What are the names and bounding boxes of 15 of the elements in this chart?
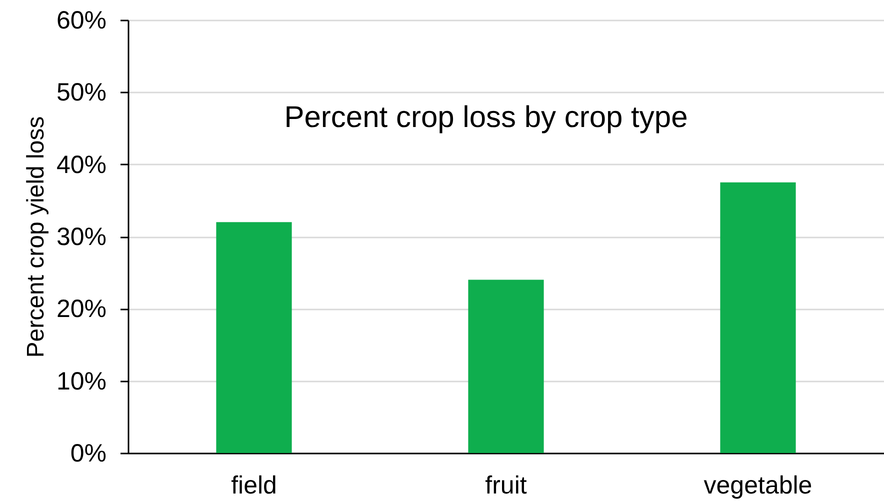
x-tick-label: vegetable [704,472,812,500]
bar [468,280,544,453]
bar [720,182,796,453]
y-tick-label: 20% [56,295,106,324]
bar [216,222,292,453]
y-tick-label: 0% [70,440,106,468]
text: Percent crop loss by crop type [284,101,688,134]
y-tick-label: 40% [56,150,106,179]
x-tick-label: fruit [485,472,527,500]
x-tick-label: field [231,472,277,500]
y-tick-label: 10% [56,367,106,396]
y-tick-label: 30% [56,223,106,251]
y-tick-label: 50% [56,78,106,107]
y-tick-label: 60% [56,6,106,34]
y-axis-title: Percent crop yield loss [22,116,50,358]
